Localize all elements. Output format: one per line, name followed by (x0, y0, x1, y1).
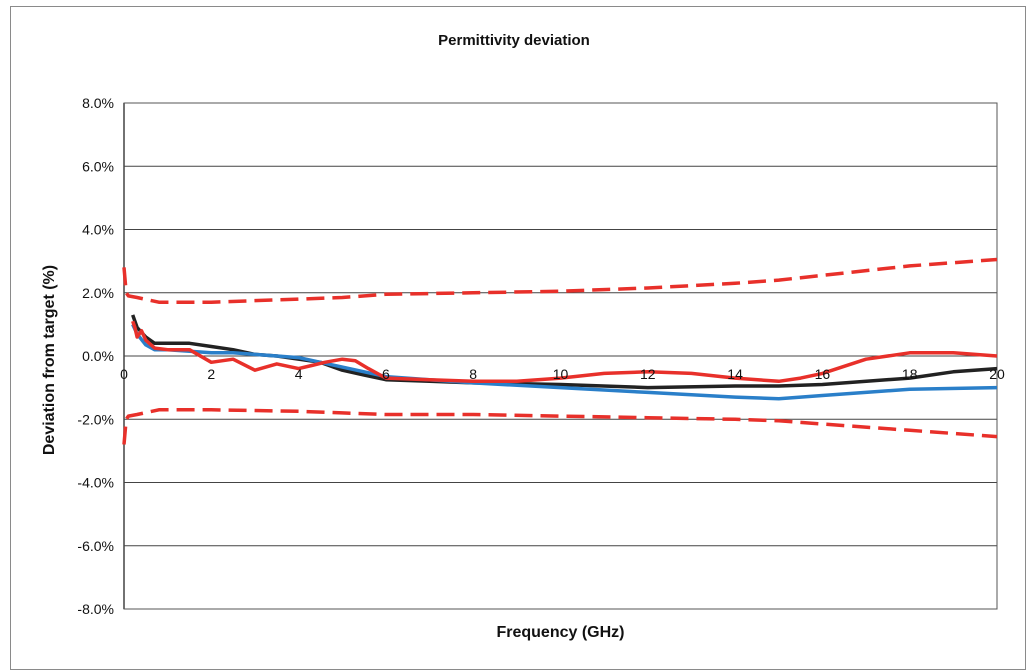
chart-title: Permittivity deviation (438, 32, 590, 49)
y-tick-label: -8.0% (77, 601, 114, 617)
y-tick-label: 0.0% (82, 348, 114, 364)
y-tick-label: -4.0% (77, 475, 114, 491)
series-line-blue (131, 323, 998, 401)
series-line-black (131, 314, 998, 390)
y-tick-labels: 8.0% 6.0% 4.0% 2.0% 0.0% -2.0% -4.0% -6.0% -8.0% (77, 95, 114, 617)
x-tick-label: 14 (727, 366, 743, 382)
y-tick-label: 2.0% (82, 285, 114, 301)
x-tick-labels: 0 2 4 6 8 10 12 14 16 18 20 (120, 366, 1005, 382)
y-tick-label: -6.0% (77, 538, 114, 554)
y-tick-label: 6.0% (82, 158, 114, 174)
series-line-red (131, 320, 998, 384)
y-tick-label: 4.0% (82, 222, 114, 238)
y-tick-label: 8.0% (82, 95, 114, 111)
x-tick-label: 16 (815, 366, 831, 382)
lower-limit-line (122, 408, 998, 445)
x-tick-label: 10 (553, 366, 569, 382)
x-tick-label: 6 (382, 366, 390, 382)
upper-limit-line (122, 257, 998, 304)
x-tick-label: 12 (640, 366, 656, 382)
x-axis-label: Frequency (GHz) (496, 624, 625, 641)
x-tick-label: 0 (120, 366, 128, 382)
series-group (122, 257, 998, 445)
x-tick-label: 18 (902, 366, 918, 382)
x-tick-label: 2 (207, 366, 215, 382)
x-tick-label: 20 (989, 366, 1005, 382)
x-tick-label: 4 (295, 366, 303, 382)
y-tick-label: -2.0% (77, 411, 114, 427)
chart-frame (10, 6, 1026, 670)
x-tick-label: 8 (469, 366, 477, 382)
